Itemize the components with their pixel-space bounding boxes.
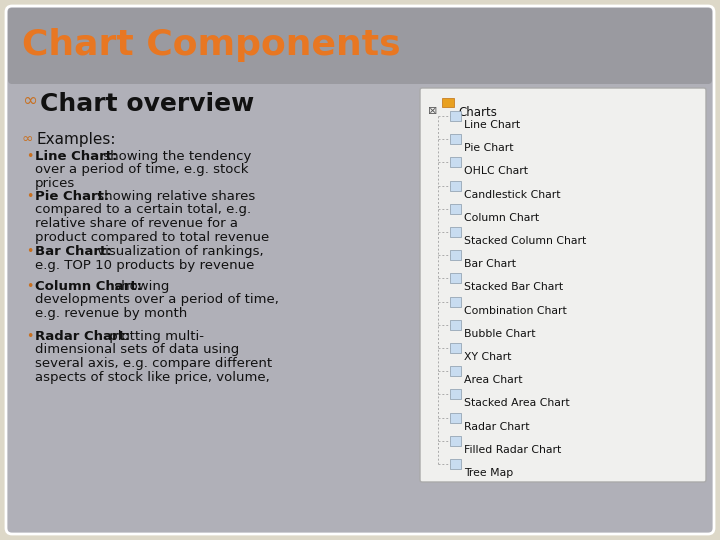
Text: Chart overview: Chart overview: [40, 92, 254, 116]
Bar: [450, 366, 461, 376]
Text: developments over a period of time,: developments over a period of time,: [35, 294, 279, 307]
Text: product compared to total revenue: product compared to total revenue: [35, 231, 269, 244]
Bar: [450, 296, 461, 307]
Text: Bar Chart:: Bar Chart:: [35, 245, 112, 258]
Text: •: •: [26, 280, 33, 293]
Text: Filled Radar Chart: Filled Radar Chart: [464, 445, 562, 455]
Bar: [450, 111, 461, 121]
Text: e.g. TOP 10 products by revenue: e.g. TOP 10 products by revenue: [35, 259, 254, 272]
Text: Radar Chart:: Radar Chart:: [35, 330, 130, 343]
Text: ⊠: ⊠: [428, 106, 437, 116]
Text: XY Chart: XY Chart: [464, 352, 511, 362]
Text: dimensional sets of data using: dimensional sets of data using: [35, 343, 239, 356]
Text: Bubble Chart: Bubble Chart: [464, 329, 536, 339]
Bar: [450, 459, 461, 469]
Text: Pie Chart: Pie Chart: [464, 143, 513, 153]
Text: •: •: [26, 190, 33, 203]
Text: Stacked Area Chart: Stacked Area Chart: [464, 399, 570, 408]
Bar: [442, 98, 454, 107]
Text: ∞: ∞: [22, 92, 37, 110]
Text: •: •: [26, 330, 33, 343]
Text: •: •: [26, 150, 33, 163]
Bar: [450, 436, 461, 446]
Text: Stacked Bar Chart: Stacked Bar Chart: [464, 282, 563, 292]
Bar: [450, 273, 461, 284]
Text: showing: showing: [110, 280, 170, 293]
Text: plotting multi-: plotting multi-: [104, 330, 204, 343]
Text: Line Chart: Line Chart: [464, 120, 520, 130]
Text: Combination Chart: Combination Chart: [464, 306, 567, 315]
Bar: [450, 389, 461, 400]
Bar: [450, 320, 461, 330]
Text: showing the tendency: showing the tendency: [99, 150, 251, 163]
Text: several axis, e.g. compare different: several axis, e.g. compare different: [35, 357, 272, 370]
FancyBboxPatch shape: [6, 6, 714, 534]
Text: Stacked Column Chart: Stacked Column Chart: [464, 236, 586, 246]
Bar: [450, 413, 461, 423]
Text: over a period of time, e.g. stock: over a period of time, e.g. stock: [35, 164, 248, 177]
Text: Column Chart:: Column Chart:: [35, 280, 142, 293]
Bar: [450, 180, 461, 191]
Text: Chart Components: Chart Components: [22, 28, 400, 62]
Text: prices: prices: [35, 177, 76, 190]
Text: ∞: ∞: [22, 132, 34, 146]
Text: Examples:: Examples:: [36, 132, 115, 147]
Text: Charts: Charts: [458, 106, 497, 119]
Text: Radar Chart: Radar Chart: [464, 422, 529, 431]
Text: Area Chart: Area Chart: [464, 375, 523, 385]
Text: Column Chart: Column Chart: [464, 213, 539, 223]
Text: OHLC Chart: OHLC Chart: [464, 166, 528, 177]
Text: compared to a certain total, e.g.: compared to a certain total, e.g.: [35, 204, 251, 217]
Bar: [450, 343, 461, 353]
Text: •: •: [26, 245, 33, 258]
Text: relative share of revenue for a: relative share of revenue for a: [35, 217, 238, 230]
Text: Bar Chart: Bar Chart: [464, 259, 516, 269]
Text: visualization of rankings,: visualization of rankings,: [93, 245, 264, 258]
Bar: [450, 204, 461, 214]
Bar: [450, 227, 461, 237]
FancyBboxPatch shape: [420, 88, 706, 482]
Text: Pie Chart:: Pie Chart:: [35, 190, 109, 203]
Text: e.g. revenue by month: e.g. revenue by month: [35, 307, 187, 320]
Bar: [450, 250, 461, 260]
Text: showing relative shares: showing relative shares: [93, 190, 256, 203]
Text: aspects of stock like price, volume,: aspects of stock like price, volume,: [35, 370, 270, 383]
FancyBboxPatch shape: [8, 8, 712, 84]
Text: Candlestick Chart: Candlestick Chart: [464, 190, 560, 200]
Text: Line Chart:: Line Chart:: [35, 150, 117, 163]
Text: Tree Map: Tree Map: [464, 468, 513, 478]
Bar: [450, 157, 461, 167]
Bar: [450, 134, 461, 144]
